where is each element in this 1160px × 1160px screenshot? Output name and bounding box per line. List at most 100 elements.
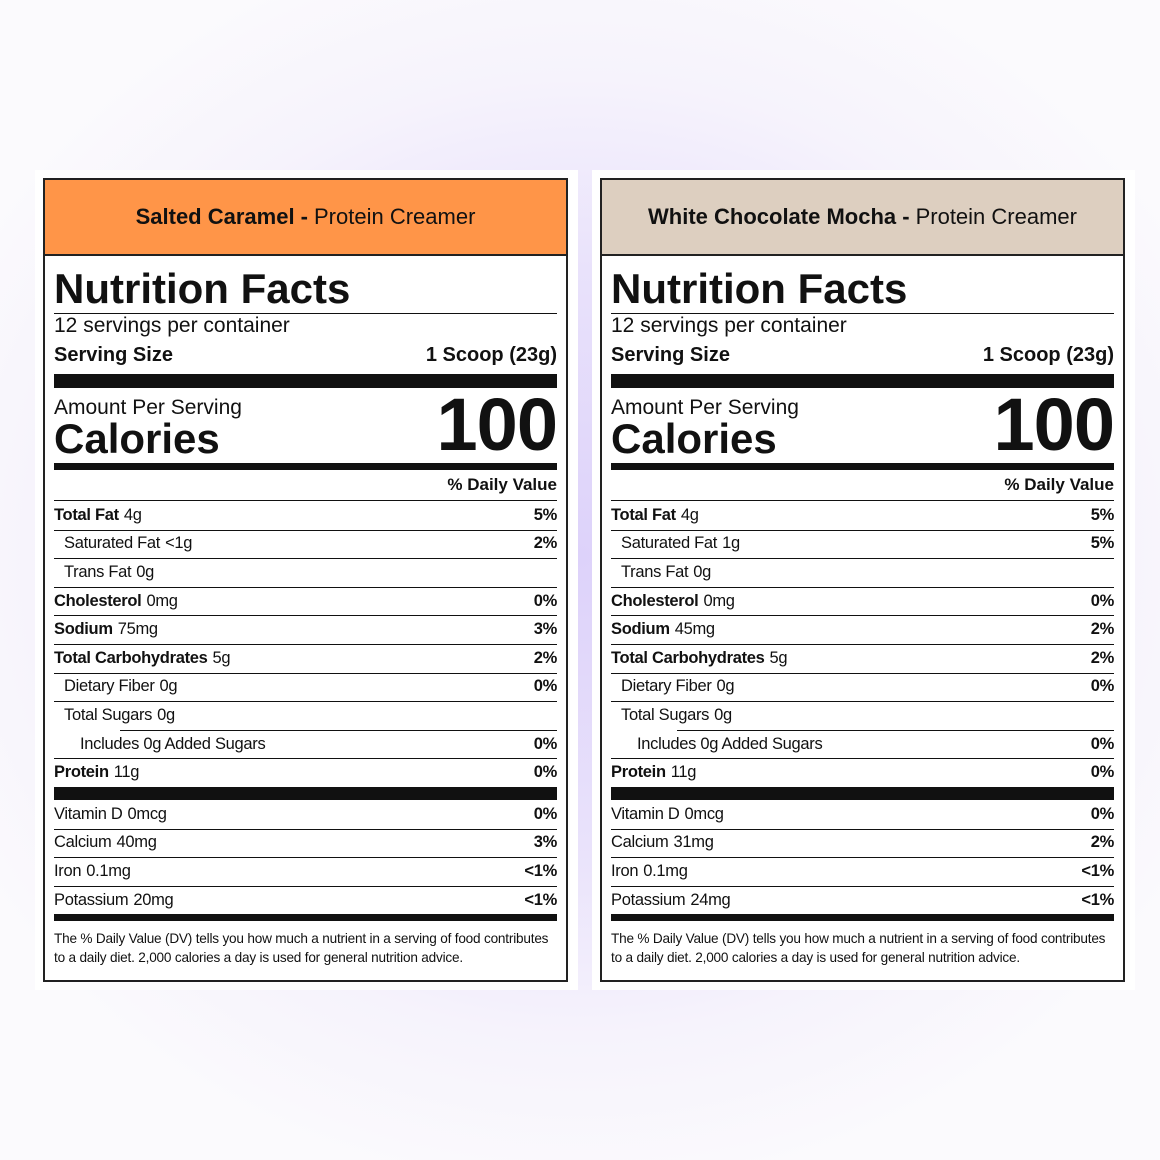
nutrient-row: Cholesterol 0mg 0%: [54, 586, 557, 616]
daily-value: 5%: [1090, 534, 1115, 553]
nutrient-amount: 4g: [680, 505, 699, 524]
daily-value: 3%: [533, 833, 558, 852]
nutrient-amount: 40mg: [116, 833, 157, 852]
nutrient-row: Saturated Fat 1g 5%: [611, 529, 1115, 559]
nutrition-label: Salted Caramel - Protein Creamer Nutrition…: [43, 178, 568, 982]
serving-size-row: Serving Size 1 Scoop (23g): [611, 336, 1114, 388]
nutrient-amount: 11g: [113, 763, 140, 782]
nutrient-name: Total Sugars: [64, 705, 153, 724]
row-rule: [54, 558, 557, 560]
nutrient-row: Protein 11g 0%: [54, 758, 557, 787]
nutrient-name: Potassium: [54, 890, 129, 909]
daily-value: 0%: [533, 677, 558, 696]
nutrient-name: Cholesterol: [54, 591, 142, 610]
row-rule: [611, 529, 1114, 531]
nutrient-row: Includes 0g Added Sugars 0%: [611, 729, 1115, 759]
row-rule: [611, 857, 1114, 859]
daily-value: 0%: [1090, 677, 1115, 696]
nutrient-amount: 45mg: [674, 620, 715, 639]
daily-value: 0%: [533, 763, 558, 782]
nutrient-label: Protein 11g: [611, 763, 696, 782]
nutrient-name: Dietary Fiber: [621, 677, 712, 696]
nutrient-row: Saturated Fat <1g 2%: [54, 529, 557, 559]
nutrient-label: Total Sugars 0g: [611, 706, 732, 725]
amount-per-serving: Amount Per Serving: [611, 396, 799, 419]
nutrient-name: Vitamin D: [611, 804, 680, 823]
row-rule: [54, 828, 557, 830]
daily-value: 0%: [1090, 804, 1115, 823]
nutrient-row: Trans Fat 0g: [611, 558, 1114, 587]
facts-title: Nutrition Facts: [611, 256, 1114, 314]
nutrient-amount: 0mcg: [684, 804, 724, 823]
nutrient-name: Saturated Fat: [621, 534, 718, 553]
nutrient-amount: 0g: [693, 562, 712, 581]
nutrient-amount: 5g: [212, 648, 231, 667]
nutrient-row: Protein 11g 0%: [611, 758, 1114, 787]
calories-value: 100: [436, 383, 558, 466]
nutrient-row: Calcium 31mg 2%: [611, 828, 1114, 858]
calories-label: Calories: [611, 415, 777, 462]
nutrient-row: Trans Fat 0g: [54, 558, 557, 587]
product: Protein Creamer: [915, 204, 1077, 229]
nutrient-label: Potassium 20mg: [54, 890, 174, 910]
daily-value: 0%: [1090, 591, 1115, 610]
daily-value: 0%: [533, 734, 558, 753]
nutrient-label: Calcium 31mg: [611, 833, 714, 852]
nutrient-label: Protein 11g: [54, 763, 139, 782]
row-rule: [611, 615, 1114, 617]
nutrient-row: Potassium 20mg <1%: [54, 885, 557, 915]
nutrient-row: Dietary Fiber 0g 0%: [54, 672, 558, 702]
daily-value: 3%: [533, 620, 558, 639]
nutrient-label: Potassium 24mg: [611, 890, 731, 910]
nutrient-name: Total Fat: [54, 505, 119, 524]
nutrient-row: Total Carbohydrates 5g 2%: [611, 643, 1114, 673]
nutrient-label: Trans Fat 0g: [54, 563, 154, 582]
nutrient-amount: 24mg: [690, 890, 731, 909]
label-body: Nutrition Facts 12 servings per container…: [602, 256, 1123, 967]
daily-value: <1%: [1081, 861, 1114, 880]
nutrient-row: Total Sugars 0g: [54, 701, 557, 730]
daily-value: 5%: [1090, 505, 1115, 524]
nutrient-name: Calcium: [611, 833, 669, 852]
daily-value: 2%: [1090, 620, 1115, 639]
nutrient-row: Includes 0g Added Sugars 0%: [54, 729, 558, 759]
nutrient-label: Sodium 75mg: [54, 620, 158, 639]
nutrient-amount: 0mcg: [127, 804, 167, 823]
nutrient-label: Cholesterol 0mg: [54, 592, 178, 611]
row-rule: [54, 643, 557, 645]
row-rule: [54, 529, 557, 531]
daily-value: 0%: [1090, 734, 1115, 753]
nutrient-label: Iron 0.1mg: [611, 862, 688, 881]
nutrient-row: Iron 0.1mg <1%: [611, 857, 1114, 886]
daily-value: <1%: [524, 890, 557, 909]
row-rule: [611, 758, 1114, 760]
nutrient-label: Saturated Fat 1g: [611, 534, 740, 553]
serving-size-label: Serving Size: [54, 343, 173, 366]
nutrient-amount: 0mg: [146, 591, 178, 610]
nutrient-label: Vitamin D 0mcg: [611, 805, 724, 824]
row-rule: [611, 643, 1114, 645]
label-card: Salted Caramel - Protein Creamer Nutrition…: [35, 170, 578, 990]
nutrient-name: Sodium: [611, 620, 670, 639]
nutrient-row: Cholesterol 0mg 0%: [611, 586, 1115, 616]
nutrient-label: Dietary Fiber 0g: [54, 677, 178, 696]
nutrient-name: Iron: [54, 861, 82, 880]
row-rule: [611, 586, 1114, 588]
nutrient-label: Saturated Fat <1g: [54, 534, 192, 553]
nutrient-label: Includes 0g Added Sugars: [611, 735, 823, 754]
calories-left: Amount Per Serving Calories: [54, 388, 242, 463]
nutrient-row: Vitamin D 0mcg 0%: [54, 800, 557, 829]
nutrient-name: Protein: [611, 763, 666, 782]
nutrient-amount: 1g: [722, 534, 740, 553]
nutrient-amount: 0g: [716, 677, 735, 696]
row-rule: [54, 586, 557, 588]
nutrient-row: Total Carbohydrates 5g 2%: [54, 643, 557, 673]
nutrient-label: Includes 0g Added Sugars: [54, 735, 266, 754]
nutrient-label: Total Fat 4g: [54, 506, 142, 525]
flavor: White Chocolate Mocha -: [648, 204, 910, 229]
flavor: Salted Caramel -: [135, 204, 308, 229]
row-rule: [677, 729, 1114, 731]
serving-size: 1 Scoop (23g): [425, 343, 557, 366]
serving-size-label: Serving Size: [611, 343, 730, 366]
nutrient-amount: 4g: [123, 505, 142, 524]
